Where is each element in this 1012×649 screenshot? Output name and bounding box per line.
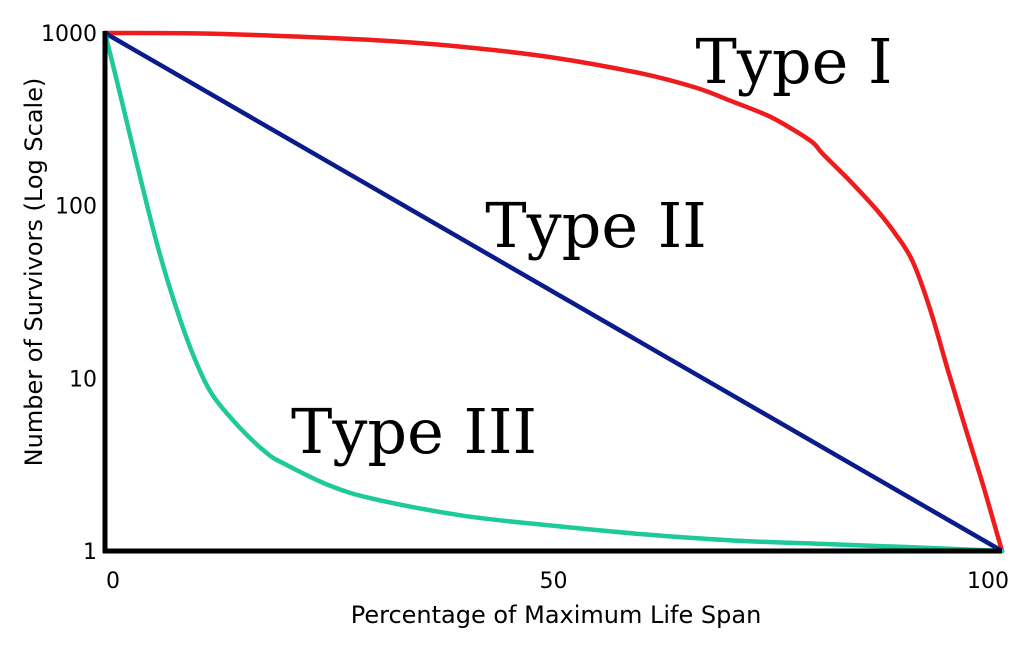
y-axis-title: Number of Survivors (Log Scale) [20, 78, 48, 467]
label-type-i: Type I [696, 25, 893, 98]
y-tick-label: 1000 [41, 22, 97, 47]
x-tick-label: 100 [967, 569, 1009, 594]
x-axis-title: Percentage of Maximum Life Span [351, 601, 762, 629]
series-layer [102, 30, 1005, 554]
y-tick-label: 10 [69, 367, 97, 392]
label-type-ii: Type II [485, 189, 706, 262]
x-tick-label: 50 [540, 569, 568, 594]
series-line-type-iii [102, 30, 1005, 554]
series-line-type-i [102, 30, 1005, 554]
y-tick-label: 100 [55, 195, 97, 220]
y-tick-label: 1 [83, 540, 97, 565]
series-labels: Type I Type II Type III [291, 25, 892, 468]
label-type-iii: Type III [291, 395, 537, 468]
series-line-type-ii [102, 30, 1005, 554]
x-tick-label: 0 [106, 569, 120, 594]
axes-layer [102, 31, 1002, 554]
tick-labels: 1 10 100 1000 0 50 100 [41, 22, 1009, 594]
